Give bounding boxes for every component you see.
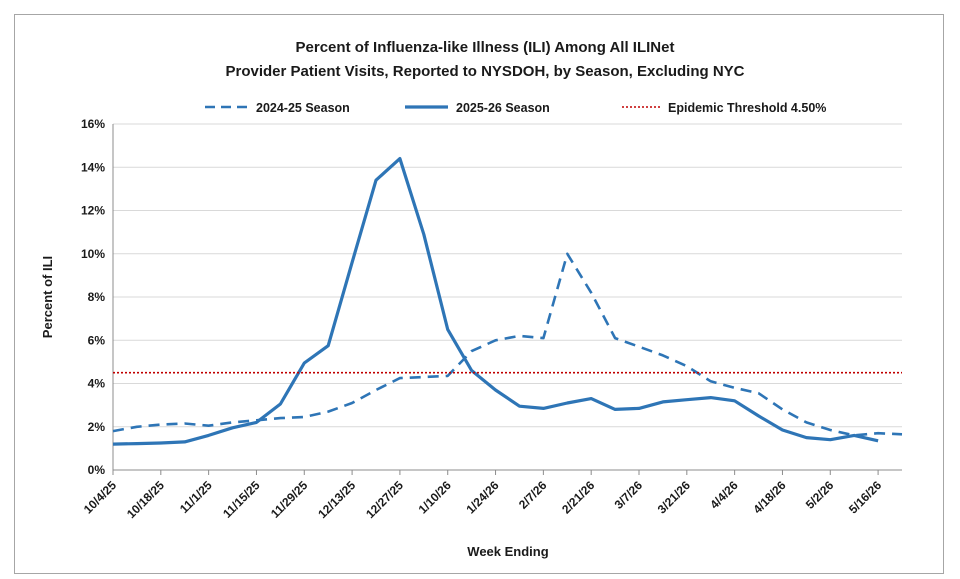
x-tick-label: 12/13/25 <box>315 478 358 521</box>
series-lines <box>113 159 902 445</box>
x-tick-label: 3/21/26 <box>655 478 693 516</box>
y-tick-label: 12% <box>81 204 105 218</box>
legend-label-2024-25: 2024-25 Season <box>256 101 350 115</box>
x-tick-label: 4/18/26 <box>750 478 788 516</box>
x-tick-label: 11/15/25 <box>220 478 263 521</box>
y-tick-label: 4% <box>88 377 106 391</box>
x-tick-label: 12/27/25 <box>363 478 406 521</box>
x-axis-label: Week Ending <box>467 544 548 559</box>
legend: 2024-25 Season 2025-26 Season Epidemic T… <box>205 101 826 115</box>
gridlines <box>113 124 902 427</box>
y-tick-label: 10% <box>81 247 105 261</box>
x-tick-label: 11/1/25 <box>177 478 215 516</box>
x-tick-label: 5/16/26 <box>846 478 884 516</box>
x-tick-label: 3/7/26 <box>612 478 646 512</box>
chart-title-line-1: Percent of Influenza-like Illness (ILI) … <box>296 39 675 56</box>
y-axis-label: Percent of ILI <box>40 256 55 338</box>
x-tick-label: 10/18/25 <box>124 478 167 521</box>
x-tick-label: 2/21/26 <box>559 478 597 516</box>
series-line-2024-25-season <box>113 254 902 436</box>
y-tick-label: 14% <box>81 160 105 174</box>
x-tick-label: 5/2/26 <box>803 478 837 512</box>
y-tick-label: 16% <box>81 117 105 131</box>
x-tick-label: 4/4/26 <box>707 478 741 512</box>
x-tick-label: 10/4/25 <box>81 478 119 516</box>
y-tick-label: 8% <box>88 290 106 304</box>
chart-title-line-2: Provider Patient Visits, Reported to NYS… <box>225 63 744 80</box>
x-tick-label: 11/29/25 <box>268 478 311 521</box>
legend-label-threshold: Epidemic Threshold 4.50% <box>668 101 826 115</box>
x-tick-label: 2/7/26 <box>516 478 550 512</box>
y-tick-label: 0% <box>88 463 106 477</box>
y-axis-ticks: 0% 2% 4% 6% 8% 10% 12% 14% 16% <box>81 117 105 477</box>
series-line-2025-26-season <box>113 159 878 445</box>
legend-label-2025-26: 2025-26 Season <box>456 101 550 115</box>
x-tick-label: 1/10/26 <box>416 478 454 516</box>
y-tick-label: 6% <box>88 333 106 347</box>
x-axis-ticks: 10/4/25 10/18/25 11/1/25 11/15/25 11/29/25 12… <box>81 470 885 521</box>
y-tick-label: 2% <box>88 420 106 434</box>
x-tick-label: 1/24/26 <box>463 478 501 516</box>
